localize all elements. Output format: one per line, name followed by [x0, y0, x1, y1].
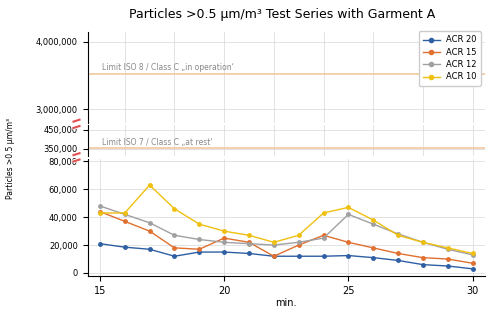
Text: Particles >0.5 μm/m³ Test Series with Garment A: Particles >0.5 μm/m³ Test Series with Ga…	[130, 8, 436, 21]
X-axis label: min.: min.	[276, 298, 297, 308]
Text: Limit ISO 7 / Class C „at rest‘: Limit ISO 7 / Class C „at rest‘	[102, 138, 213, 147]
Legend: ACR 20, ACR 15, ACR 12, ACR 10: ACR 20, ACR 15, ACR 12, ACR 10	[418, 31, 481, 86]
Text: Limit ISO 8 / Class C „in operation‘: Limit ISO 8 / Class C „in operation‘	[102, 63, 234, 72]
Text: Particles >0.5 μm/m³: Particles >0.5 μm/m³	[6, 118, 16, 199]
